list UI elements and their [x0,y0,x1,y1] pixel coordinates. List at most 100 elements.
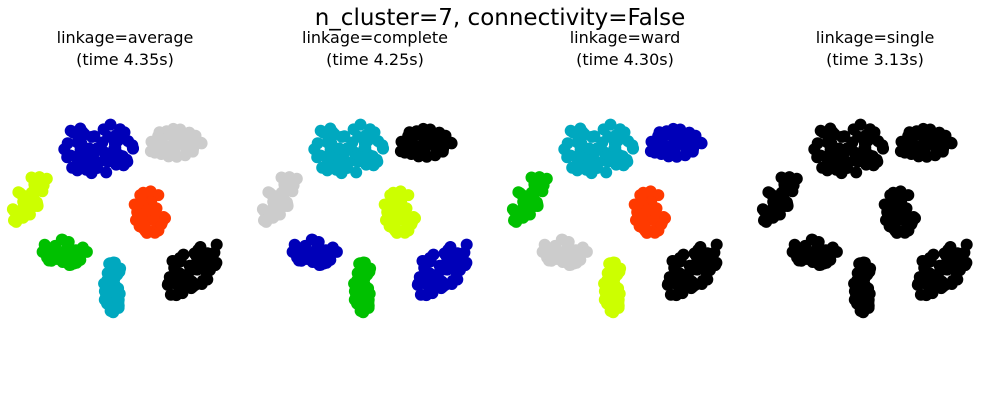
scatter-point [566,161,579,174]
scatter-point [210,238,223,251]
scatter-point [828,128,841,141]
scatter-point [276,189,289,202]
scatter-point [600,166,613,179]
scatter-point [902,130,915,142]
scatter-panel-single [756,118,973,319]
scatter-point [435,275,448,288]
scatter-point [787,179,800,192]
scatter-point [61,137,74,150]
scatter-point [405,218,418,231]
scatter-point [867,159,880,172]
scatter-point [951,273,964,286]
scatter-point [569,244,582,257]
scatter-point [356,274,369,287]
scatter-point [12,186,25,199]
scatter-point [167,125,180,138]
scatter-point [330,245,343,258]
scatter-point [100,166,113,179]
scatter-point [451,273,464,286]
scatter-point [578,128,591,141]
scatter-point [61,151,74,164]
scatter-point [80,163,93,176]
scatter-point [537,179,550,192]
scatter-point [391,204,403,217]
scatter-point [917,125,930,138]
scatter-point [947,250,959,263]
scatter-point [609,141,622,154]
scatter-point [809,244,822,257]
scatter-point [185,136,198,149]
scatter-point [66,161,79,174]
scatter-point [69,244,82,257]
scatter-point [905,148,918,160]
scatter-point [667,125,680,138]
scatter-point [830,163,843,176]
scatter-point [394,145,407,158]
scatter-point [64,124,77,137]
scatter-point [805,233,818,246]
panel-title-ward: linkage=ward (time 4.30s) [505,27,745,71]
scatter-point [868,126,881,139]
scatter-point [545,254,558,267]
scatter-point [314,124,327,137]
scatter-point [59,244,72,257]
scatter-point [173,254,186,267]
scatter-point [887,186,900,199]
scatter-point [45,254,58,267]
panel-title-average: linkage=average (time 4.35s) [5,27,245,71]
scatter-point [333,142,346,155]
scatter-point [588,130,601,143]
scatter-point [607,256,620,269]
scatter-point [618,126,631,139]
scatter-point [856,285,869,297]
scatter-point [152,130,165,142]
scatter-point [905,218,918,231]
scatter-point [703,261,716,274]
scatter-point [641,204,653,217]
figure-suptitle: n_cluster=7, connectivity=False [314,5,686,31]
panel-title-line2: (time 3.13s) [826,50,924,69]
scatter-point [367,159,380,172]
scatter-point [833,142,846,155]
scatter-point [103,151,116,164]
scatter-point [417,125,430,138]
scatter-point [603,151,616,164]
scatter-point [891,204,903,217]
scatter-point [838,130,851,143]
scatter-point [580,245,593,258]
scatter-point [55,233,68,246]
scatter-point [606,285,619,297]
scatter-point [512,186,525,199]
panel-title-line2: (time 4.35s) [76,50,174,69]
scatter-point [287,179,300,192]
scatter-point [351,295,363,308]
scatter-point [655,148,668,160]
scatter-point [347,123,360,136]
scatter-point [435,136,448,149]
scatter-point [857,256,870,269]
scatter-point [637,186,650,199]
scatter-point [80,245,93,258]
scatter-point [13,209,26,222]
panel-title-line1: linkage=ward [569,28,681,47]
scatter-point [423,254,436,267]
scatter-point [921,278,934,291]
scatter-point [935,275,948,288]
scatter-point [316,161,329,174]
scatter-panel-average [6,118,223,319]
scatter-point [305,233,318,246]
scatter-point [763,209,776,222]
scatter-point [644,145,657,158]
scatter-point [201,273,214,286]
scatter-point [359,141,372,154]
scatter-point [356,285,369,297]
scatter-point [405,148,418,160]
scatter-point [561,137,574,150]
scatter-point [317,257,330,270]
panel-title-complete: linkage=complete (time 4.25s) [255,27,495,71]
scatter-point [88,130,101,143]
scatter-point [583,154,595,167]
scatter-panel-complete [256,118,473,319]
scatter-point [387,186,400,199]
